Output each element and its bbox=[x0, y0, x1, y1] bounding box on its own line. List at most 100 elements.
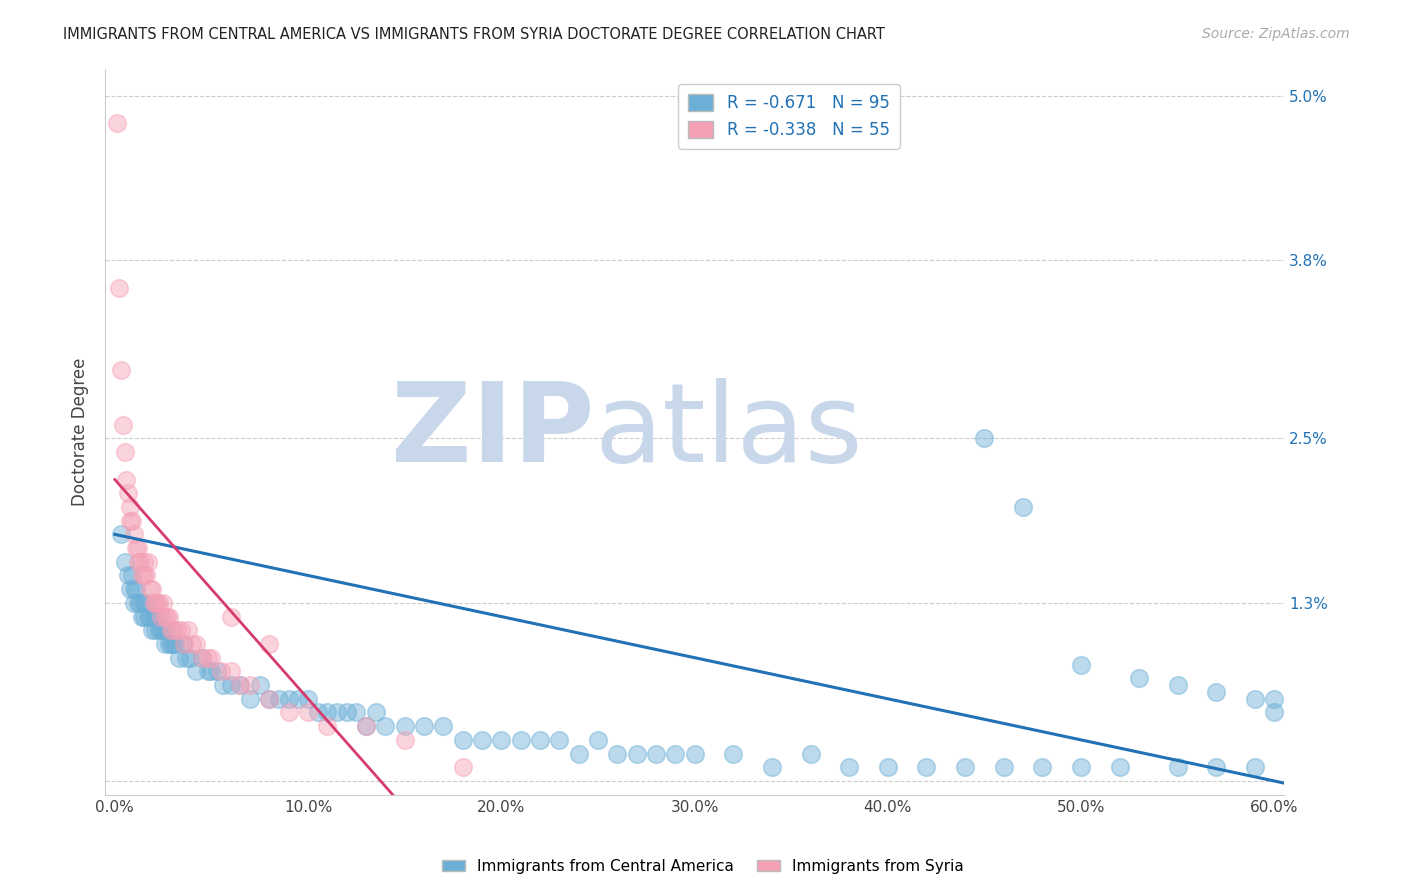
Point bbox=[1167, 678, 1189, 692]
Point bbox=[145, 624, 167, 638]
Point bbox=[184, 637, 207, 651]
Point bbox=[132, 568, 155, 582]
Point bbox=[132, 609, 155, 624]
Point bbox=[120, 582, 142, 597]
Point bbox=[364, 706, 387, 720]
Point bbox=[132, 596, 155, 610]
Point bbox=[177, 624, 200, 638]
Point bbox=[120, 514, 142, 528]
Point bbox=[131, 609, 153, 624]
Point bbox=[451, 760, 474, 774]
Point bbox=[142, 609, 165, 624]
Point bbox=[1205, 760, 1227, 774]
Point bbox=[529, 732, 551, 747]
Point bbox=[471, 732, 494, 747]
Point bbox=[973, 432, 995, 446]
Text: ZIP: ZIP bbox=[391, 378, 595, 485]
Point bbox=[1070, 657, 1092, 672]
Point bbox=[209, 665, 232, 679]
Point bbox=[645, 747, 668, 761]
Point bbox=[129, 596, 152, 610]
Point bbox=[179, 650, 201, 665]
Point bbox=[129, 555, 152, 569]
Point bbox=[115, 473, 138, 487]
Point bbox=[122, 596, 145, 610]
Point bbox=[1263, 691, 1285, 706]
Point bbox=[110, 527, 132, 541]
Point bbox=[1012, 500, 1035, 514]
Point bbox=[1167, 760, 1189, 774]
Point bbox=[993, 760, 1015, 774]
Point bbox=[150, 609, 173, 624]
Point bbox=[181, 637, 204, 651]
Point bbox=[229, 678, 252, 692]
Y-axis label: Doctorate Degree: Doctorate Degree bbox=[72, 358, 89, 506]
Point bbox=[148, 624, 170, 638]
Point bbox=[316, 706, 339, 720]
Point bbox=[876, 760, 898, 774]
Point bbox=[156, 624, 179, 638]
Point bbox=[1108, 760, 1130, 774]
Point bbox=[287, 691, 309, 706]
Point bbox=[122, 582, 145, 597]
Point bbox=[127, 596, 149, 610]
Point bbox=[207, 665, 229, 679]
Point bbox=[138, 582, 160, 597]
Point bbox=[307, 706, 329, 720]
Point bbox=[548, 732, 571, 747]
Point bbox=[157, 637, 180, 651]
Point bbox=[191, 650, 214, 665]
Point bbox=[953, 760, 976, 774]
Point bbox=[586, 732, 609, 747]
Point bbox=[200, 650, 222, 665]
Point bbox=[683, 747, 706, 761]
Point bbox=[122, 527, 145, 541]
Point bbox=[114, 445, 136, 459]
Point bbox=[1031, 760, 1053, 774]
Point bbox=[152, 624, 174, 638]
Point bbox=[269, 691, 291, 706]
Point bbox=[114, 555, 136, 569]
Point bbox=[172, 637, 194, 651]
Point bbox=[141, 582, 163, 597]
Point bbox=[117, 486, 139, 500]
Point bbox=[259, 691, 281, 706]
Point bbox=[491, 732, 513, 747]
Point bbox=[626, 747, 648, 761]
Point bbox=[297, 691, 319, 706]
Point bbox=[326, 706, 349, 720]
Point bbox=[131, 568, 153, 582]
Point bbox=[219, 665, 242, 679]
Point bbox=[162, 637, 184, 651]
Point bbox=[166, 624, 188, 638]
Point bbox=[277, 691, 299, 706]
Point bbox=[336, 706, 359, 720]
Point bbox=[121, 514, 143, 528]
Point bbox=[148, 596, 170, 610]
Point bbox=[606, 747, 628, 761]
Point bbox=[135, 596, 157, 610]
Point bbox=[135, 568, 157, 582]
Text: IMMIGRANTS FROM CENTRAL AMERICA VS IMMIGRANTS FROM SYRIA DOCTORATE DEGREE CORREL: IMMIGRANTS FROM CENTRAL AMERICA VS IMMIG… bbox=[63, 27, 886, 42]
Point bbox=[169, 624, 191, 638]
Point bbox=[664, 747, 686, 761]
Point bbox=[141, 624, 163, 638]
Point bbox=[132, 555, 155, 569]
Point bbox=[176, 650, 198, 665]
Point bbox=[1128, 671, 1150, 685]
Point bbox=[145, 596, 167, 610]
Point bbox=[1244, 691, 1267, 706]
Point bbox=[146, 596, 169, 610]
Point bbox=[142, 596, 165, 610]
Point bbox=[915, 760, 938, 774]
Point bbox=[212, 678, 235, 692]
Point bbox=[197, 650, 219, 665]
Point bbox=[432, 719, 454, 733]
Point bbox=[111, 417, 134, 432]
Point bbox=[354, 719, 377, 733]
Point bbox=[799, 747, 821, 761]
Point bbox=[160, 637, 183, 651]
Point bbox=[229, 678, 252, 692]
Point bbox=[723, 747, 745, 761]
Point bbox=[136, 609, 159, 624]
